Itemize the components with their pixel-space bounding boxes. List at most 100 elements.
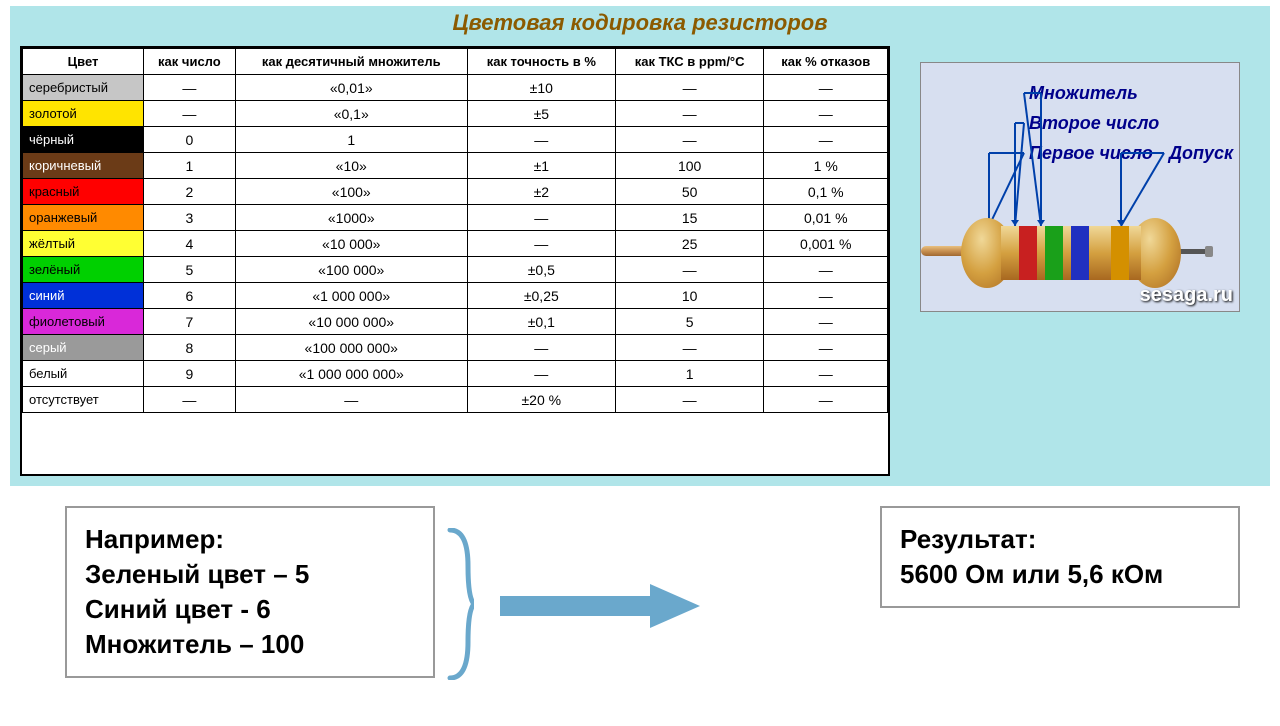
data-cell: 1: [615, 361, 764, 387]
data-cell: —: [764, 257, 888, 283]
data-cell: «1 000 000 000»: [235, 361, 467, 387]
table-header: как число: [144, 49, 236, 75]
data-cell: «0,01»: [235, 75, 467, 101]
data-cell: 8: [144, 335, 236, 361]
data-cell: —: [615, 335, 764, 361]
data-cell: 15: [615, 205, 764, 231]
data-cell: —: [467, 127, 615, 153]
data-cell: «1 000 000»: [235, 283, 467, 309]
data-cell: 7: [144, 309, 236, 335]
data-cell: —: [764, 335, 888, 361]
table-row: белый9«1 000 000 000»—1—: [23, 361, 888, 387]
data-cell: 100: [615, 153, 764, 179]
data-cell: —: [615, 387, 764, 413]
table-row: чёрный01———: [23, 127, 888, 153]
table-row: зелёный5«100 000»±0,5——: [23, 257, 888, 283]
color-cell: отсутствует: [23, 387, 144, 413]
data-cell: —: [764, 361, 888, 387]
data-cell: ±0,1: [467, 309, 615, 335]
data-cell: —: [467, 205, 615, 231]
data-cell: —: [615, 257, 764, 283]
table-row: синий6«1 000 000»±0,2510—: [23, 283, 888, 309]
data-cell: —: [144, 75, 236, 101]
result-box: Результат: 5600 Ом или 5,6 кОм: [880, 506, 1240, 608]
color-band: [1019, 226, 1037, 280]
color-band: [1111, 226, 1129, 280]
example-line1: Зеленый цвет – 5: [85, 557, 415, 592]
data-cell: —: [764, 387, 888, 413]
table-header: как точность в %: [467, 49, 615, 75]
resistor-diagram: Множитель Второе число Первое число Допу…: [920, 62, 1240, 312]
data-cell: ±10: [467, 75, 615, 101]
table-row: оранжевый3«1000»—150,01 %: [23, 205, 888, 231]
data-cell: «100 000 000»: [235, 335, 467, 361]
data-cell: 10: [615, 283, 764, 309]
data-cell: —: [615, 127, 764, 153]
data-cell: 0,01 %: [764, 205, 888, 231]
data-cell: —: [764, 101, 888, 127]
table-row: золотой—«0,1»±5——: [23, 101, 888, 127]
color-cell: жёлтый: [23, 231, 144, 257]
watermark: sesaga.ru: [1140, 284, 1233, 307]
page-title: Цветовая кодировка резисторов: [10, 10, 1270, 36]
data-cell: ±20 %: [467, 387, 615, 413]
resistor-body: [961, 218, 1181, 288]
color-cell: синий: [23, 283, 144, 309]
example-heading: Например:: [85, 522, 415, 557]
data-cell: ±5: [467, 101, 615, 127]
example-line3: Множитель – 100: [85, 627, 415, 662]
data-cell: —: [235, 387, 467, 413]
table-row: серый8«100 000 000»———: [23, 335, 888, 361]
data-cell: —: [764, 283, 888, 309]
data-cell: 9: [144, 361, 236, 387]
data-cell: 1: [235, 127, 467, 153]
table-row: красный2«100»±2500,1 %: [23, 179, 888, 205]
data-cell: ±0,5: [467, 257, 615, 283]
color-cell: зелёный: [23, 257, 144, 283]
table-header: как ТКС в ppm/°С: [615, 49, 764, 75]
data-cell: «10 000 000»: [235, 309, 467, 335]
color-cell: золотой: [23, 101, 144, 127]
table-row: коричневый1«10»±11001 %: [23, 153, 888, 179]
example-box: Например: Зеленый цвет – 5 Синий цвет - …: [65, 506, 435, 678]
data-cell: 4: [144, 231, 236, 257]
brace-icon: [446, 528, 474, 680]
color-cell: оранжевый: [23, 205, 144, 231]
data-cell: 1 %: [764, 153, 888, 179]
data-cell: 6: [144, 283, 236, 309]
data-cell: 25: [615, 231, 764, 257]
data-cell: —: [467, 361, 615, 387]
arrow-icon: [500, 584, 700, 628]
table-row: фиолетовый7«10 000 000»±0,15—: [23, 309, 888, 335]
data-cell: —: [144, 387, 236, 413]
data-cell: ±1: [467, 153, 615, 179]
data-cell: 5: [615, 309, 764, 335]
data-cell: —: [144, 101, 236, 127]
table-row: жёлтый4«10 000»—250,001 %: [23, 231, 888, 257]
data-cell: —: [764, 127, 888, 153]
color-cell: чёрный: [23, 127, 144, 153]
data-cell: —: [615, 75, 764, 101]
color-cell: красный: [23, 179, 144, 205]
table-row: серебристый—«0,01»±10——: [23, 75, 888, 101]
data-cell: «0,1»: [235, 101, 467, 127]
data-cell: 0,1 %: [764, 179, 888, 205]
data-cell: ±2: [467, 179, 615, 205]
data-cell: «10»: [235, 153, 467, 179]
color-cell: серебристый: [23, 75, 144, 101]
data-cell: —: [764, 309, 888, 335]
color-code-table: Цветкак числокак десятичный множителькак…: [20, 46, 890, 476]
table-row: отсутствует——±20 %——: [23, 387, 888, 413]
color-cell: фиолетовый: [23, 309, 144, 335]
data-cell: —: [467, 231, 615, 257]
data-cell: 0: [144, 127, 236, 153]
data-cell: «100»: [235, 179, 467, 205]
table-header: как % отказов: [764, 49, 888, 75]
data-cell: —: [467, 335, 615, 361]
example-line2: Синий цвет - 6: [85, 592, 415, 627]
lead-left: [921, 246, 965, 256]
color-cell: серый: [23, 335, 144, 361]
data-cell: 3: [144, 205, 236, 231]
data-cell: «1000»: [235, 205, 467, 231]
data-cell: 5: [144, 257, 236, 283]
